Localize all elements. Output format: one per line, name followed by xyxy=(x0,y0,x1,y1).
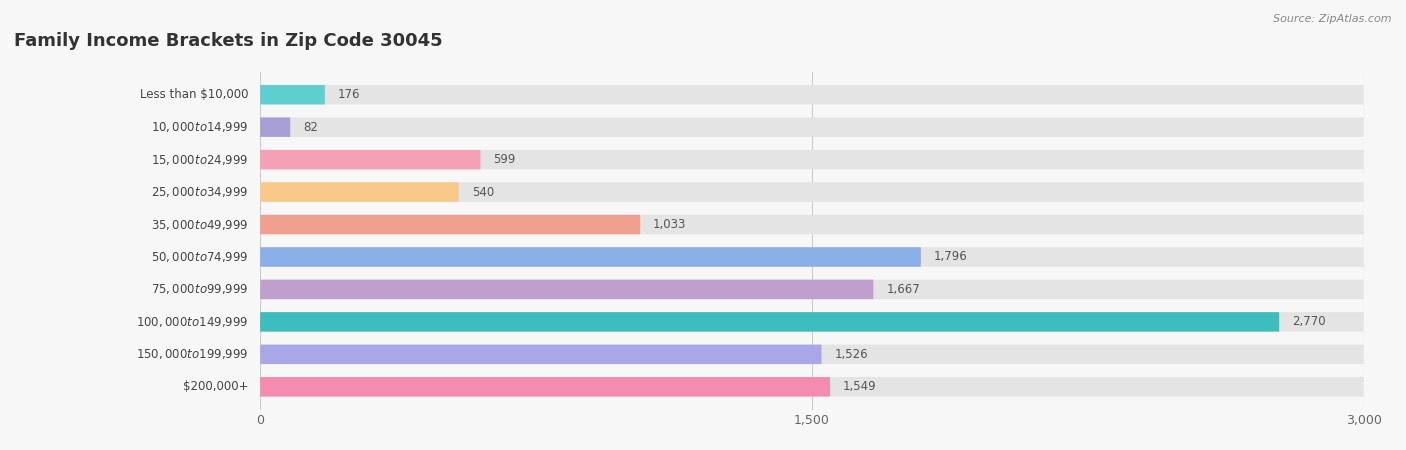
Text: 1,549: 1,549 xyxy=(842,380,876,393)
FancyBboxPatch shape xyxy=(260,182,458,202)
Text: $35,000 to $49,999: $35,000 to $49,999 xyxy=(152,217,249,231)
Text: 1,667: 1,667 xyxy=(886,283,920,296)
Text: 540: 540 xyxy=(471,185,494,198)
FancyBboxPatch shape xyxy=(260,280,1364,299)
Text: $10,000 to $14,999: $10,000 to $14,999 xyxy=(152,120,249,134)
FancyBboxPatch shape xyxy=(260,150,481,169)
Text: $50,000 to $74,999: $50,000 to $74,999 xyxy=(152,250,249,264)
Text: 176: 176 xyxy=(337,88,360,101)
Text: 1,033: 1,033 xyxy=(652,218,686,231)
Text: $15,000 to $24,999: $15,000 to $24,999 xyxy=(152,153,249,166)
FancyBboxPatch shape xyxy=(260,182,1364,202)
Text: 599: 599 xyxy=(494,153,516,166)
FancyBboxPatch shape xyxy=(260,312,1364,332)
FancyBboxPatch shape xyxy=(260,85,1364,104)
Text: 1,796: 1,796 xyxy=(934,251,967,264)
FancyBboxPatch shape xyxy=(260,215,1364,234)
FancyBboxPatch shape xyxy=(260,345,821,364)
FancyBboxPatch shape xyxy=(260,247,1364,267)
Text: 82: 82 xyxy=(304,121,318,134)
FancyBboxPatch shape xyxy=(260,377,830,396)
FancyBboxPatch shape xyxy=(260,150,1364,169)
FancyBboxPatch shape xyxy=(260,117,1364,137)
Text: $75,000 to $99,999: $75,000 to $99,999 xyxy=(152,283,249,297)
Text: $25,000 to $34,999: $25,000 to $34,999 xyxy=(152,185,249,199)
FancyBboxPatch shape xyxy=(260,280,873,299)
FancyBboxPatch shape xyxy=(260,377,1364,396)
Text: $100,000 to $149,999: $100,000 to $149,999 xyxy=(136,315,249,329)
Text: 2,770: 2,770 xyxy=(1292,315,1326,328)
Text: Family Income Brackets in Zip Code 30045: Family Income Brackets in Zip Code 30045 xyxy=(14,32,443,50)
FancyBboxPatch shape xyxy=(260,215,640,234)
Text: 1,526: 1,526 xyxy=(834,348,868,361)
Text: $200,000+: $200,000+ xyxy=(183,380,249,393)
FancyBboxPatch shape xyxy=(260,312,1279,332)
FancyBboxPatch shape xyxy=(260,247,921,267)
Text: $150,000 to $199,999: $150,000 to $199,999 xyxy=(136,347,249,361)
Text: Less than $10,000: Less than $10,000 xyxy=(141,88,249,101)
Text: Source: ZipAtlas.com: Source: ZipAtlas.com xyxy=(1274,14,1392,23)
FancyBboxPatch shape xyxy=(260,345,1364,364)
FancyBboxPatch shape xyxy=(260,117,290,137)
FancyBboxPatch shape xyxy=(260,85,325,104)
